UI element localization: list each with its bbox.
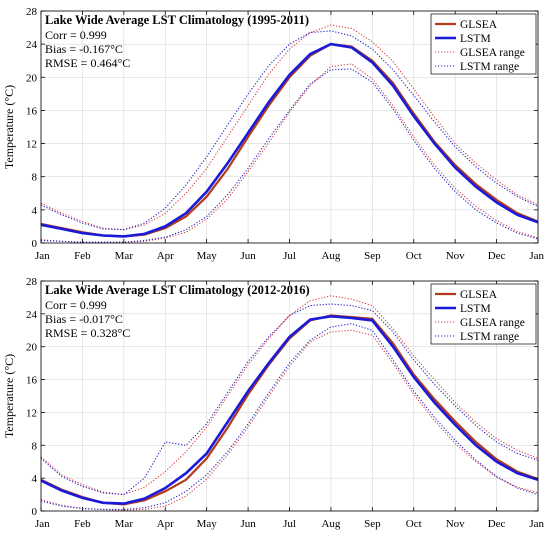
lstm-range-upper-line (41, 30, 538, 231)
legend-label: LSTM range (460, 61, 519, 73)
lstm-line (41, 42, 538, 238)
legend-label: GLSEA range (460, 47, 525, 59)
stat-line: RMSE = 0.328°C (45, 326, 130, 340)
x-tick-label: Nov (446, 250, 465, 262)
x-tick-label: Mar (115, 518, 134, 530)
stat-line: Corr = 0.999 (45, 298, 107, 312)
chart-title: Lake Wide Average LST Climatology (1995-… (45, 13, 309, 27)
y-tick-label: 12 (26, 407, 37, 419)
x-tick-label: Jan (529, 518, 544, 530)
x-tick-label: Oct (406, 518, 422, 530)
y-tick-label: 8 (32, 440, 38, 452)
x-tick-label: Dec (488, 518, 506, 530)
x-tick-label: May (197, 250, 218, 262)
legend-label: GLSEA (460, 19, 498, 31)
y-tick-label: 4 (32, 473, 38, 485)
chart-panel-1: 0 4 8 12 16 20 24 28 Jan Feb Mar Apr May Jun Jul Aug Sep… (2, 6, 544, 262)
y-tick-label: 16 (26, 105, 38, 117)
legend-label: LSTM range (460, 331, 519, 343)
x-tick-label: Jun (240, 518, 256, 530)
x-tick-label: Feb (74, 250, 91, 262)
x-tick-label: Mar (115, 250, 134, 262)
chart-panel-2: 0 4 8 12 16 20 24 28 Jan Feb Mar Apr May Jun Jul Aug Sep… (2, 276, 544, 530)
y-axis-label: Temperature (°C) (2, 85, 16, 169)
x-tick-label: Dec (488, 250, 506, 262)
y-tick-label: 8 (32, 172, 38, 184)
series-group (41, 295, 538, 511)
x-tick-label: Jan (35, 518, 50, 530)
chart-title: Lake Wide Average LST Climatology (2012-… (45, 283, 310, 297)
x-tick-label: Jun (240, 250, 256, 262)
y-tick-label: 16 (26, 375, 38, 387)
y-tick-label: 28 (26, 6, 38, 18)
x-tick-label: Apr (157, 518, 174, 530)
lstm-range-upper-line (41, 303, 538, 496)
lstm-line (41, 314, 538, 505)
y-axis-label: Temperature (°C) (2, 354, 16, 438)
y-tick-label: 20 (26, 72, 38, 84)
glsea-range-lower-line (41, 63, 538, 243)
x-tick-label: May (197, 518, 218, 530)
y-tick-label: 20 (26, 342, 38, 354)
legend: GLSEA LSTM GLSEA range LSTM range (430, 13, 537, 75)
stat-line: Bias = -0.017°C (45, 312, 123, 326)
legend-label: LSTM (460, 303, 491, 315)
x-tick-label: Apr (157, 250, 174, 262)
y-tick-label: 24 (26, 39, 38, 51)
y-tick-label: 12 (26, 139, 37, 151)
x-tick-label: Nov (446, 518, 465, 530)
y-tick-label: 28 (26, 276, 38, 288)
legend-label: LSTM (460, 33, 491, 45)
x-tick-label: Oct (406, 250, 422, 262)
y-tick-label: 4 (32, 205, 38, 217)
x-tick-label: Jul (283, 250, 296, 262)
x-tick-label: Sep (364, 250, 381, 262)
stat-line: RMSE = 0.464°C (45, 56, 130, 70)
legend-label: GLSEA (460, 289, 498, 301)
x-tick-label: Aug (321, 518, 340, 530)
x-tick-label: Jan (35, 250, 50, 262)
legend-label: GLSEA range (460, 317, 525, 329)
x-tick-label: Aug (321, 250, 340, 262)
stat-line: Corr = 0.999 (45, 28, 107, 42)
legend: GLSEA LSTM GLSEA range LSTM range (430, 283, 537, 345)
x-tick-label: Jan (529, 250, 544, 262)
stat-line: Bias = -0.167°C (45, 42, 123, 56)
lstm-range-lower-line (41, 323, 538, 510)
glsea-range-lower-line (41, 329, 538, 511)
glsea-range-upper-line (41, 295, 538, 496)
y-tick-label: 0 (32, 506, 38, 518)
lstm-range-lower-line (41, 68, 538, 243)
series-group (41, 24, 538, 243)
y-tick-label: 0 (32, 238, 38, 250)
x-tick-label: Sep (364, 518, 381, 530)
y-tick-label: 24 (26, 309, 38, 321)
x-tick-label: Jul (283, 518, 296, 530)
x-tick-label: Feb (74, 518, 91, 530)
